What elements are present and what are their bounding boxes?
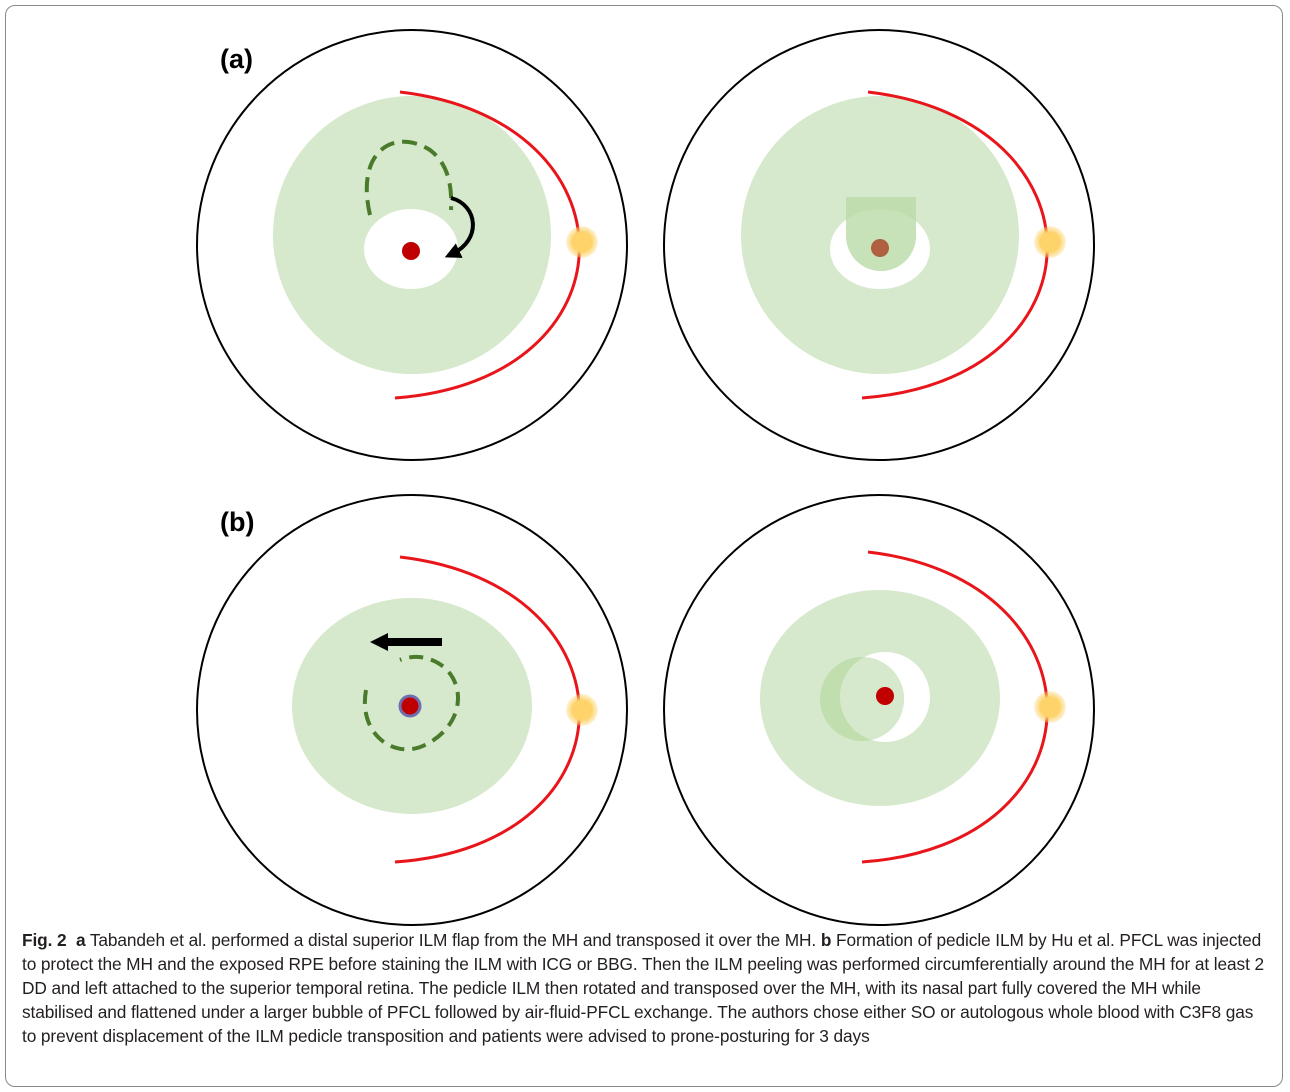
panel-a-label: (a) — [220, 44, 253, 74]
caption-a-text: Tabandeh et al. performed a distal super… — [85, 930, 821, 950]
panel-b-label: (b) — [220, 507, 255, 537]
pfcl-protected-hole — [398, 694, 422, 718]
caption-b-marker: b — [820, 930, 832, 950]
eye-outline — [663, 494, 1095, 926]
covered-macular-hole — [871, 239, 889, 257]
optic-disc — [566, 694, 598, 726]
eye-outline — [196, 29, 628, 461]
caption-b-text: Formation of pedicle ILM by Hu et al. PF… — [22, 930, 1264, 1046]
straight-arrow-head — [370, 633, 388, 651]
eye-outline — [196, 494, 628, 926]
optic-disc — [1034, 226, 1066, 258]
caption-fig-label: Fig. 2 — [22, 930, 67, 950]
eye-outline — [663, 29, 1095, 461]
rotation-arrow — [444, 196, 475, 258]
macular-hole — [876, 687, 894, 705]
panel-b-right-eye — [663, 494, 1095, 926]
macular-hole — [402, 242, 420, 260]
optic-disc — [566, 226, 598, 258]
panel-a-left-eye — [196, 29, 628, 461]
pedicle-flap-dashed-spiral — [362, 654, 460, 752]
caption-a-marker: a — [75, 930, 86, 950]
figure-caption: Fig. 2 a Tabandeh et al. performed a dis… — [22, 928, 1267, 1048]
panel-a-right-eye — [663, 29, 1095, 461]
figure-frame — [5, 5, 1283, 1087]
optic-disc — [1034, 691, 1066, 723]
panel-b-left-eye — [196, 494, 628, 926]
transposed-flap — [846, 197, 916, 271]
ilm-flap-dashed-outline — [364, 139, 454, 216]
